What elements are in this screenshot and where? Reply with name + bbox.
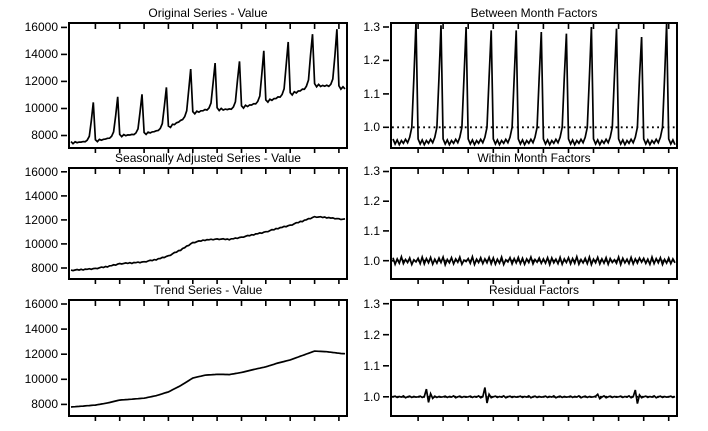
chart-title-original-series: Original Series - Value <box>148 6 268 20</box>
plot-area <box>383 167 678 284</box>
y-tick-label: 12000 <box>24 74 58 88</box>
series-polyline <box>392 387 676 404</box>
plot-area <box>61 299 348 421</box>
y-tick-label: 8000 <box>31 128 58 142</box>
chart-title-seasonally-adjusted-series: Seasonally Adjusted Series - Value <box>115 151 301 165</box>
y-tick-label: 12000 <box>24 213 58 227</box>
plot-area <box>383 299 678 421</box>
plot-border <box>68 22 348 149</box>
chart-title-trend-series: Trend Series - Value <box>153 283 263 297</box>
series-polyline <box>70 350 346 408</box>
y-tick-label: 1.0 <box>363 390 380 404</box>
panel-residual-factors: Residual Factors 1.0 1.1 1.2 1.3 <box>363 284 678 421</box>
y-tick-label: 16000 <box>24 165 58 179</box>
y-tick-label: 14000 <box>24 47 58 61</box>
plot-border <box>68 167 348 280</box>
series-polyline <box>392 24 676 147</box>
y-tick-label: 10000 <box>24 101 58 115</box>
chart-title-between-month-factors: Between Month Factors <box>470 6 598 20</box>
panel-between-month-factors: Between Month Factors 1.0 1.1 1.2 1.3 <box>363 7 678 153</box>
y-tick-label: 10000 <box>24 237 58 251</box>
y-tick-label: 1.2 <box>363 53 380 67</box>
plot-area <box>383 22 678 153</box>
y-tick-label: 1.0 <box>363 254 380 268</box>
plot-area <box>61 167 348 284</box>
y-tick-label: 10000 <box>24 372 58 386</box>
chart-title-within-month-factors: Within Month Factors <box>477 151 591 165</box>
y-tick-label: 14000 <box>24 189 58 203</box>
series-polyline <box>70 29 346 145</box>
y-tick-label: 1.0 <box>363 120 380 134</box>
y-tick-label: 14000 <box>24 322 58 336</box>
y-tick-label: 12000 <box>24 347 58 361</box>
series-polyline <box>70 215 346 272</box>
plot-border <box>390 22 678 149</box>
y-tick-label: 1.2 <box>363 328 380 342</box>
y-tick-label: 1.1 <box>363 359 380 373</box>
y-tick-label: 16000 <box>24 297 58 311</box>
plot-area <box>61 22 348 153</box>
plot-border <box>68 299 348 417</box>
y-tick-label: 16000 <box>24 20 58 34</box>
panel-original-series: Original Series - Value 8000 10000 12000 14… <box>25 7 348 153</box>
plot-border <box>390 299 678 417</box>
panel-within-month-factors: Within Month Factors 1.0 1.1 1.2 1.3 <box>363 152 678 284</box>
plot-border <box>390 167 678 280</box>
y-tick-label: 8000 <box>31 261 58 275</box>
y-tick-label: 1.3 <box>363 164 380 178</box>
y-tick-label: 1.2 <box>363 194 380 208</box>
panel-trend-series: Trend Series - Value 8000 10000 12000 14000… <box>25 284 348 421</box>
panel-seasonally-adjusted-series: Seasonally Adjusted Series - Value 8000 1… <box>25 152 348 284</box>
y-tick-label: 1.1 <box>363 87 380 101</box>
y-tick-label: 1.3 <box>363 20 380 34</box>
series-polyline <box>392 253 676 268</box>
y-tick-label: 1.1 <box>363 224 380 238</box>
y-tick-label: 8000 <box>31 397 58 411</box>
chart-title-residual-factors: Residual Factors <box>488 283 580 297</box>
y-tick-label: 1.3 <box>363 297 380 311</box>
